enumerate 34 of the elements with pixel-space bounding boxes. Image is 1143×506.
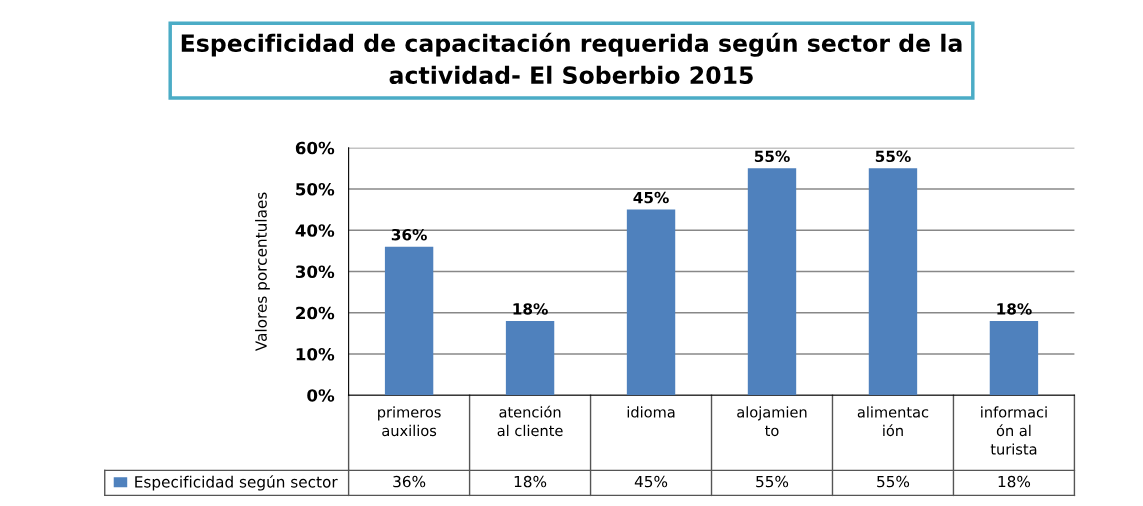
x-tick-label: primeros auxilios bbox=[378, 406, 441, 437]
data-label: 36% bbox=[393, 475, 426, 488]
text: 36% bbox=[391, 228, 427, 241]
x-tick-label: informaci ón al turista bbox=[981, 406, 1047, 455]
chart-title: Especificidad de capacitación requerida según sector de la actividad- El Soberbio 2015 bbox=[181, 32, 962, 85]
y-tick-label: 60% bbox=[295, 141, 335, 155]
text: 55% bbox=[754, 150, 790, 163]
y-tick-label: 50% bbox=[296, 182, 335, 196]
bar bbox=[626, 209, 676, 396]
y-tick-label: 30% bbox=[295, 265, 335, 279]
text: 18% bbox=[513, 303, 548, 315]
text: 55% bbox=[875, 150, 911, 163]
y-tick-label: 10% bbox=[296, 347, 335, 361]
x-tick-label: idioma bbox=[627, 406, 675, 418]
bar bbox=[868, 168, 918, 396]
x-tick-label: alojamien to bbox=[737, 406, 807, 437]
bar bbox=[505, 320, 555, 396]
bar bbox=[747, 168, 797, 396]
x-tick-label: alimentac ión bbox=[857, 406, 929, 437]
data-label: 45% bbox=[634, 475, 668, 488]
data-label: 18% bbox=[514, 475, 547, 488]
x-tick-label: atención al cliente bbox=[497, 405, 563, 437]
bar bbox=[989, 320, 1039, 396]
data-label: 55% bbox=[756, 475, 789, 488]
data-label: 55% bbox=[877, 475, 910, 488]
y-tick-label: 0% bbox=[307, 389, 335, 402]
y-tick-label: 20% bbox=[296, 306, 335, 320]
bar bbox=[384, 246, 434, 396]
y-tick-label: 40% bbox=[295, 224, 335, 237]
text: 45% bbox=[633, 191, 669, 204]
legend-label: Especificidad según sector bbox=[135, 475, 338, 491]
text: 18% bbox=[997, 303, 1032, 315]
y-axis-title: Valores porcentulaes bbox=[255, 192, 270, 352]
data-label: 18% bbox=[998, 475, 1031, 488]
